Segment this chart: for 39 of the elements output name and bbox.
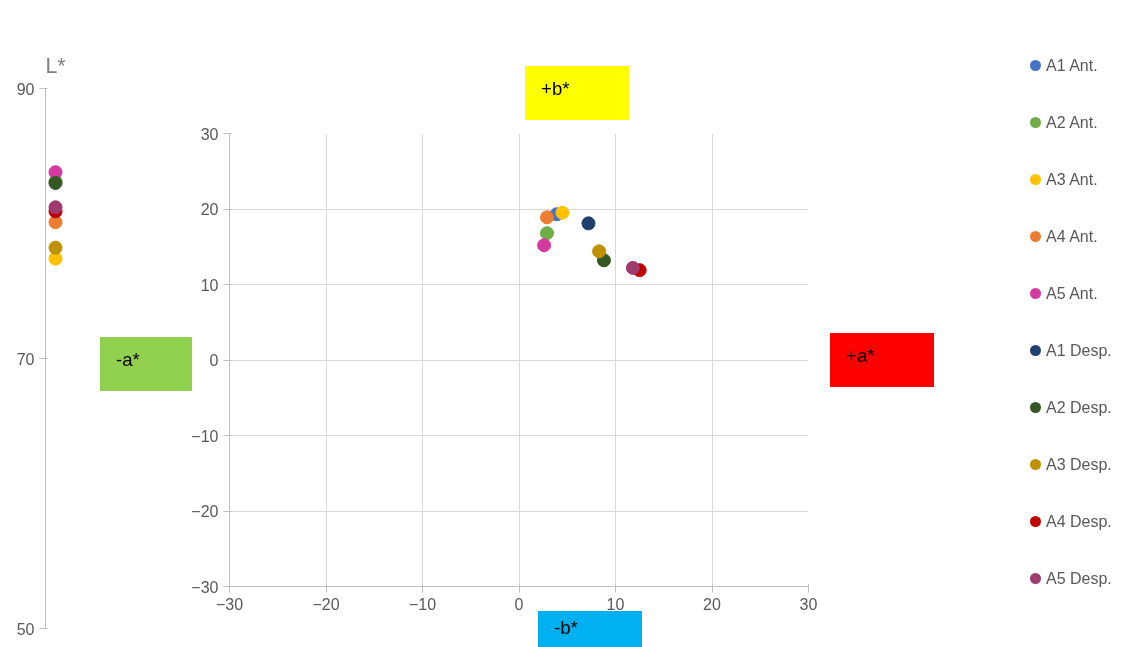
- annotation: -a*: [100, 337, 192, 391]
- y-tick-label: 30: [200, 125, 219, 143]
- x-tick-label: 20: [703, 595, 721, 613]
- legend-label: A2 Desp.: [1045, 399, 1112, 418]
- x-tick-label: −10: [408, 595, 437, 613]
- x-tick-label: 30: [799, 595, 818, 613]
- x-tick-label: −20: [312, 595, 340, 613]
- point: [592, 244, 607, 259]
- y-tick-label: −20: [191, 503, 219, 520]
- x-tick-label: 10: [606, 595, 625, 613]
- legend-label: A3 Ant.: [1045, 171, 1099, 190]
- x-tick-label: L*: [45, 53, 66, 78]
- legend-label: A4 Desp.: [1045, 513, 1112, 532]
- y-tick-label: 50: [16, 620, 35, 638]
- legend-label: A2 Ant.: [1045, 114, 1099, 133]
- legend-label: A5 Ant.: [1045, 285, 1099, 304]
- point: [539, 226, 554, 241]
- y-tick-label: 0: [209, 352, 219, 369]
- legend-label: A4 Ant.: [1045, 228, 1099, 247]
- text: +a*: [830, 333, 934, 387]
- point: [555, 205, 570, 220]
- point: [539, 210, 554, 225]
- y-tick-label: −30: [191, 578, 219, 596]
- legend-label: A5 Desp.: [1045, 570, 1112, 589]
- x-tick-label: 0: [514, 595, 524, 613]
- x-tick-label: −30: [215, 595, 244, 613]
- point: [625, 260, 640, 275]
- point: [581, 216, 596, 231]
- y-tick-label: 10: [200, 276, 219, 294]
- y-tick-label: 70: [16, 350, 35, 368]
- y-tick-label: 90: [16, 80, 35, 98]
- legend-label: A3 Desp.: [1045, 456, 1112, 475]
- point: [537, 238, 552, 253]
- legend-label: A1 Ant.: [1045, 57, 1099, 76]
- y-tick-label: −10: [191, 427, 219, 445]
- text: -b*: [538, 611, 642, 647]
- text: +b*: [525, 66, 629, 120]
- y-tick-label: 20: [200, 201, 219, 218]
- legend-label: A1 Desp.: [1045, 342, 1112, 361]
